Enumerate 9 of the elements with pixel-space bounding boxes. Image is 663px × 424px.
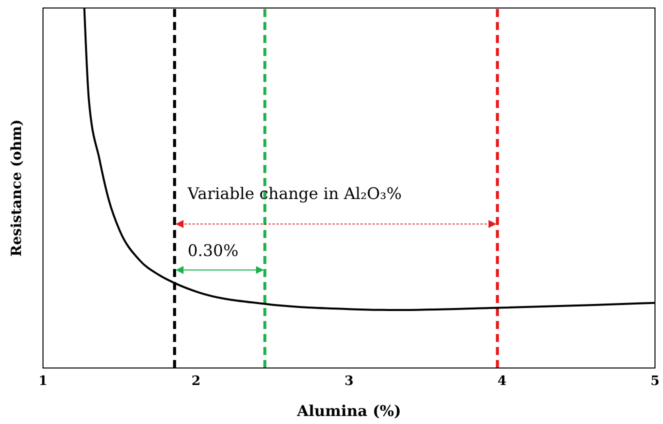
x-tick-label: 1 [38,374,48,390]
annotation: 0.30% [188,241,238,260]
annotation: Variable change in Al₂O₃% [186,184,402,204]
x-tick-label: 3 [344,374,354,390]
x-tick-label: 5 [650,374,660,390]
y-axis-title: Resistance (ohm) [8,119,25,257]
x-axis-title: Alumina (%) [296,402,402,420]
x-tick-label: 2 [191,374,201,390]
x-tick-label: 4 [497,374,507,390]
